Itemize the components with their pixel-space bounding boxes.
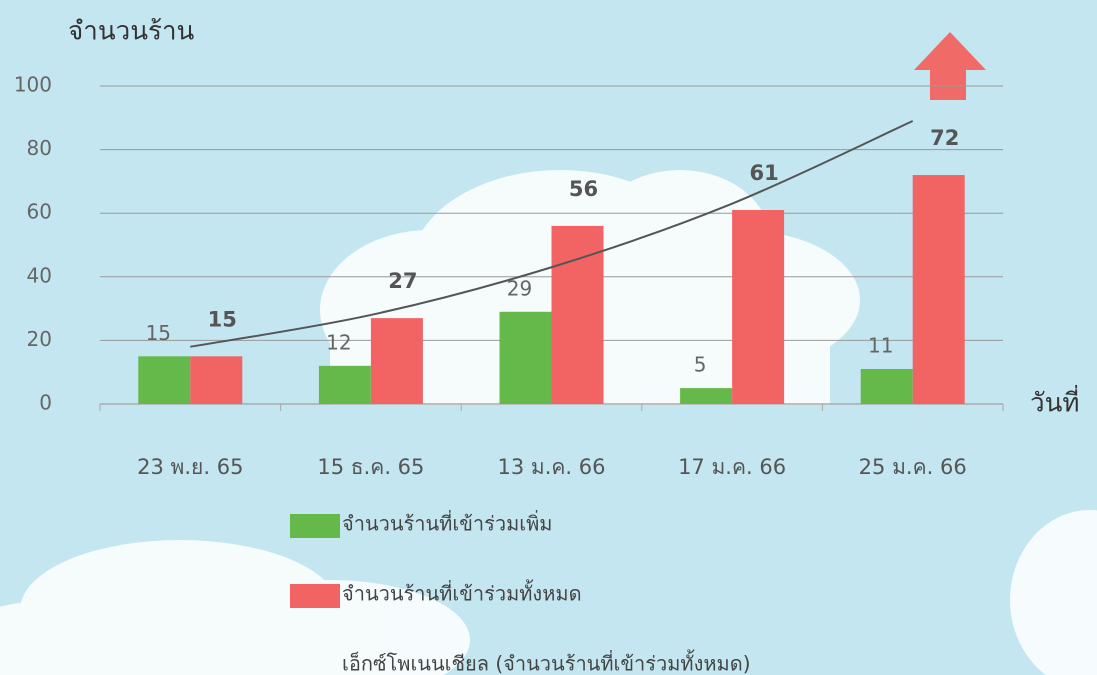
data-label: 15 — [208, 307, 237, 331]
y-tick-label: 20 — [27, 327, 52, 351]
y-tick-label: 80 — [27, 136, 52, 160]
bar — [190, 356, 242, 404]
bar — [680, 388, 732, 404]
bar — [371, 318, 423, 404]
legend-label: จำนวนร้านที่เข้าร่วมทั้งหมด — [342, 580, 582, 606]
bar — [732, 210, 784, 404]
y-tick-label: 0 — [39, 391, 52, 415]
data-label: 5 — [694, 353, 707, 377]
bar — [913, 175, 965, 404]
x-tick-label: 13 ม.ค. 66 — [497, 455, 605, 479]
x-tick-label: 17 ม.ค. 66 — [678, 455, 786, 479]
legend-swatch — [290, 514, 340, 538]
x-tick-label: 23 พ.ย. 65 — [137, 455, 243, 479]
data-label: 15 — [146, 321, 171, 345]
y-tick-label: 40 — [27, 263, 52, 287]
x-axis-title: วันที่ — [1030, 385, 1080, 419]
y-axis-title: จำนวนร้าน — [68, 17, 195, 47]
bar — [500, 312, 552, 404]
bar — [138, 356, 190, 404]
legend-label: จำนวนร้านที่เข้าร่วมเพิ่ม — [342, 510, 552, 536]
data-label: 61 — [749, 161, 778, 185]
y-tick-label: 100 — [14, 73, 52, 97]
data-label: 56 — [569, 177, 598, 201]
data-label: 12 — [326, 330, 351, 354]
data-label: 27 — [388, 269, 417, 293]
bar — [319, 366, 371, 404]
x-tick-label: 25 ม.ค. 66 — [859, 455, 967, 479]
x-tick-label: 15 ธ.ค. 65 — [317, 455, 424, 479]
y-tick-label: 60 — [27, 200, 52, 224]
data-label: 11 — [868, 334, 893, 358]
legend-label: เอ็กซ์โพเนนเชียล (จำนวนร้านที่เข้าร่วมทั… — [342, 650, 751, 675]
data-label: 72 — [930, 126, 959, 150]
bar — [861, 369, 913, 404]
chart: จำนวนร้าน วันที่ 0 20 40 60 80 100 23 พ.ย. 65… — [0, 0, 1097, 675]
legend-swatch — [290, 584, 340, 608]
